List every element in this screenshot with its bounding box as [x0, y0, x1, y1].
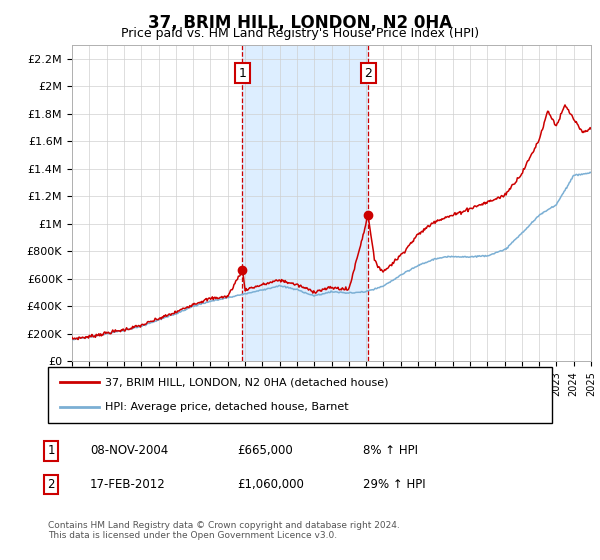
- Text: 37, BRIM HILL, LONDON, N2 0HA: 37, BRIM HILL, LONDON, N2 0HA: [148, 14, 452, 32]
- Text: 1: 1: [47, 444, 55, 458]
- Text: £1,060,000: £1,060,000: [237, 478, 304, 491]
- Text: Price paid vs. HM Land Registry's House Price Index (HPI): Price paid vs. HM Land Registry's House …: [121, 27, 479, 40]
- Text: HPI: Average price, detached house, Barnet: HPI: Average price, detached house, Barn…: [105, 402, 349, 412]
- Text: 2: 2: [364, 67, 372, 80]
- Text: 08-NOV-2004: 08-NOV-2004: [90, 444, 168, 458]
- Text: £665,000: £665,000: [237, 444, 293, 458]
- Text: 37, BRIM HILL, LONDON, N2 0HA (detached house): 37, BRIM HILL, LONDON, N2 0HA (detached …: [105, 377, 389, 388]
- Text: 17-FEB-2012: 17-FEB-2012: [90, 478, 166, 491]
- Bar: [242, 45, 368, 361]
- Text: 8% ↑ HPI: 8% ↑ HPI: [363, 444, 418, 458]
- Text: 1: 1: [238, 67, 247, 80]
- Text: 2: 2: [47, 478, 55, 491]
- Text: Contains HM Land Registry data © Crown copyright and database right 2024.
This d: Contains HM Land Registry data © Crown c…: [48, 521, 400, 540]
- Text: 29% ↑ HPI: 29% ↑ HPI: [363, 478, 425, 491]
